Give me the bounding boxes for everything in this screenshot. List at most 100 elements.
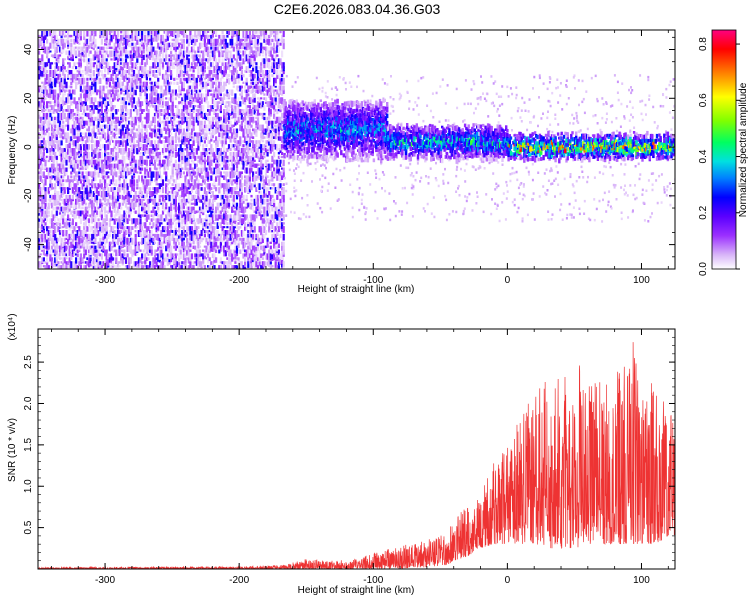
spectrogram-cell xyxy=(95,226,99,233)
spectrogram-cell xyxy=(215,148,218,154)
spectrogram-cell xyxy=(211,50,214,58)
spectrogram-cell xyxy=(120,50,123,57)
spectrogram-cell xyxy=(42,257,45,262)
spectrogram-cell xyxy=(107,140,110,144)
spectrogram-cell xyxy=(79,245,82,249)
spectrogram-cell xyxy=(87,38,91,46)
spectrogram-cell xyxy=(225,269,227,275)
spectrogram-cell xyxy=(197,66,200,71)
spectrogram-cell xyxy=(91,31,94,36)
spectrogram-cell xyxy=(94,85,97,93)
spectrogram-cell xyxy=(121,42,124,46)
spectrogram-cell xyxy=(60,237,63,244)
spectrogram-cell xyxy=(231,179,234,186)
spectrogram-cell xyxy=(207,230,210,237)
spectrogram-cell xyxy=(231,73,234,80)
spectrogram-cell xyxy=(94,226,97,232)
spectrogram-cell xyxy=(200,120,203,126)
spectrogram-cell xyxy=(158,183,161,190)
spectrogram-cell xyxy=(215,34,218,37)
spectrogram-cell xyxy=(234,257,237,261)
spectrogram-cell xyxy=(198,210,202,215)
spectrogram-cell xyxy=(149,194,152,199)
spectrogram-cell xyxy=(174,206,177,212)
spectrogram-cell xyxy=(187,253,190,258)
spectrogram-cell xyxy=(232,112,235,119)
spectrogram-cell xyxy=(158,222,161,227)
spectrogram-cell xyxy=(132,140,136,145)
spectrogram-cell xyxy=(163,218,166,222)
spectrogram-cell xyxy=(107,42,110,48)
spectrogram-cell xyxy=(208,124,211,129)
spectrogram-cell xyxy=(100,116,103,121)
spectrogram-cell xyxy=(157,112,160,119)
spectrogram-cell xyxy=(110,89,113,93)
spectrogram-cell xyxy=(161,257,165,264)
spectrogram-cell xyxy=(100,159,103,164)
spectrogram-cell xyxy=(38,132,41,135)
spectrogram-cell xyxy=(49,136,52,142)
spectrogram-cell xyxy=(104,66,107,73)
spectrogram-cell xyxy=(200,132,203,136)
spectrogram-cell xyxy=(208,245,211,251)
spectrogram-cell xyxy=(136,245,139,252)
spectrogram-cell xyxy=(152,73,155,77)
spectrogram-cell xyxy=(211,128,214,136)
spectrogram-cell xyxy=(62,214,65,219)
spectrogram-cell xyxy=(211,120,214,128)
spectrogram-cell xyxy=(38,171,41,175)
spectrogram-cell xyxy=(170,62,173,67)
spectrogram-cell xyxy=(89,187,92,194)
spectrogram-cell xyxy=(123,140,126,143)
spectrogram-cell xyxy=(147,38,150,44)
spectrogram-cell xyxy=(215,89,218,94)
spectrogram-cell xyxy=(108,89,111,95)
spectrogram-cell xyxy=(149,148,152,154)
spectrogram-cell xyxy=(107,101,110,106)
spectrogram-cell xyxy=(76,62,79,65)
spectrogram-cell xyxy=(150,31,153,35)
spectrogram-cell xyxy=(192,171,195,176)
spectrogram-cell xyxy=(211,81,214,89)
spectrogram-cell xyxy=(190,120,194,126)
spectrogram-cell xyxy=(197,105,200,109)
spectrogram-cell xyxy=(234,206,237,209)
spectrogram-cell xyxy=(215,237,218,241)
spectrogram-cell xyxy=(179,89,182,93)
spectrogram-cell xyxy=(160,128,163,134)
spectrogram-cell xyxy=(210,42,213,47)
spectrogram-cell xyxy=(145,132,148,139)
spectrogram-cell xyxy=(73,89,76,95)
spectrogram-cell xyxy=(126,93,129,99)
spectrogram-cell xyxy=(192,233,195,241)
spectrogram-cell xyxy=(205,171,208,178)
spectrogram-cell xyxy=(132,187,136,192)
spectrogram-cell xyxy=(47,58,50,63)
spectrogram-cell xyxy=(39,191,42,198)
spectrogram-cell xyxy=(142,214,145,218)
spectrogram-cell xyxy=(234,179,237,184)
spectrogram-cell xyxy=(67,73,70,78)
spectrogram-cell xyxy=(50,183,54,190)
spectrogram-cell xyxy=(107,171,110,174)
spectrogram-cell xyxy=(108,101,111,105)
spectrogram-cell xyxy=(197,183,200,190)
spectrogram-cell xyxy=(71,89,74,94)
spectrogram-cell xyxy=(171,89,174,94)
spectrogram-cell xyxy=(86,210,89,214)
spectrogram-cell xyxy=(91,46,94,49)
spectrogram-cell xyxy=(67,214,70,219)
spectrogram-cell xyxy=(76,171,79,177)
spectrogram-cell xyxy=(215,214,218,221)
spectrogram-cell xyxy=(203,159,206,165)
spectrogram-cell xyxy=(97,89,100,93)
spectrogram-cell xyxy=(87,50,91,57)
spectrogram-cell xyxy=(46,101,49,109)
spectrogram-cell xyxy=(178,151,181,157)
spectrogram-cell xyxy=(224,140,227,145)
spectrogram-cell xyxy=(131,179,134,185)
spectrogram-cell xyxy=(217,269,219,275)
spectrogram-cell xyxy=(208,233,211,239)
spectrogram-cell xyxy=(52,31,55,37)
spectrogram-cell xyxy=(195,89,198,94)
